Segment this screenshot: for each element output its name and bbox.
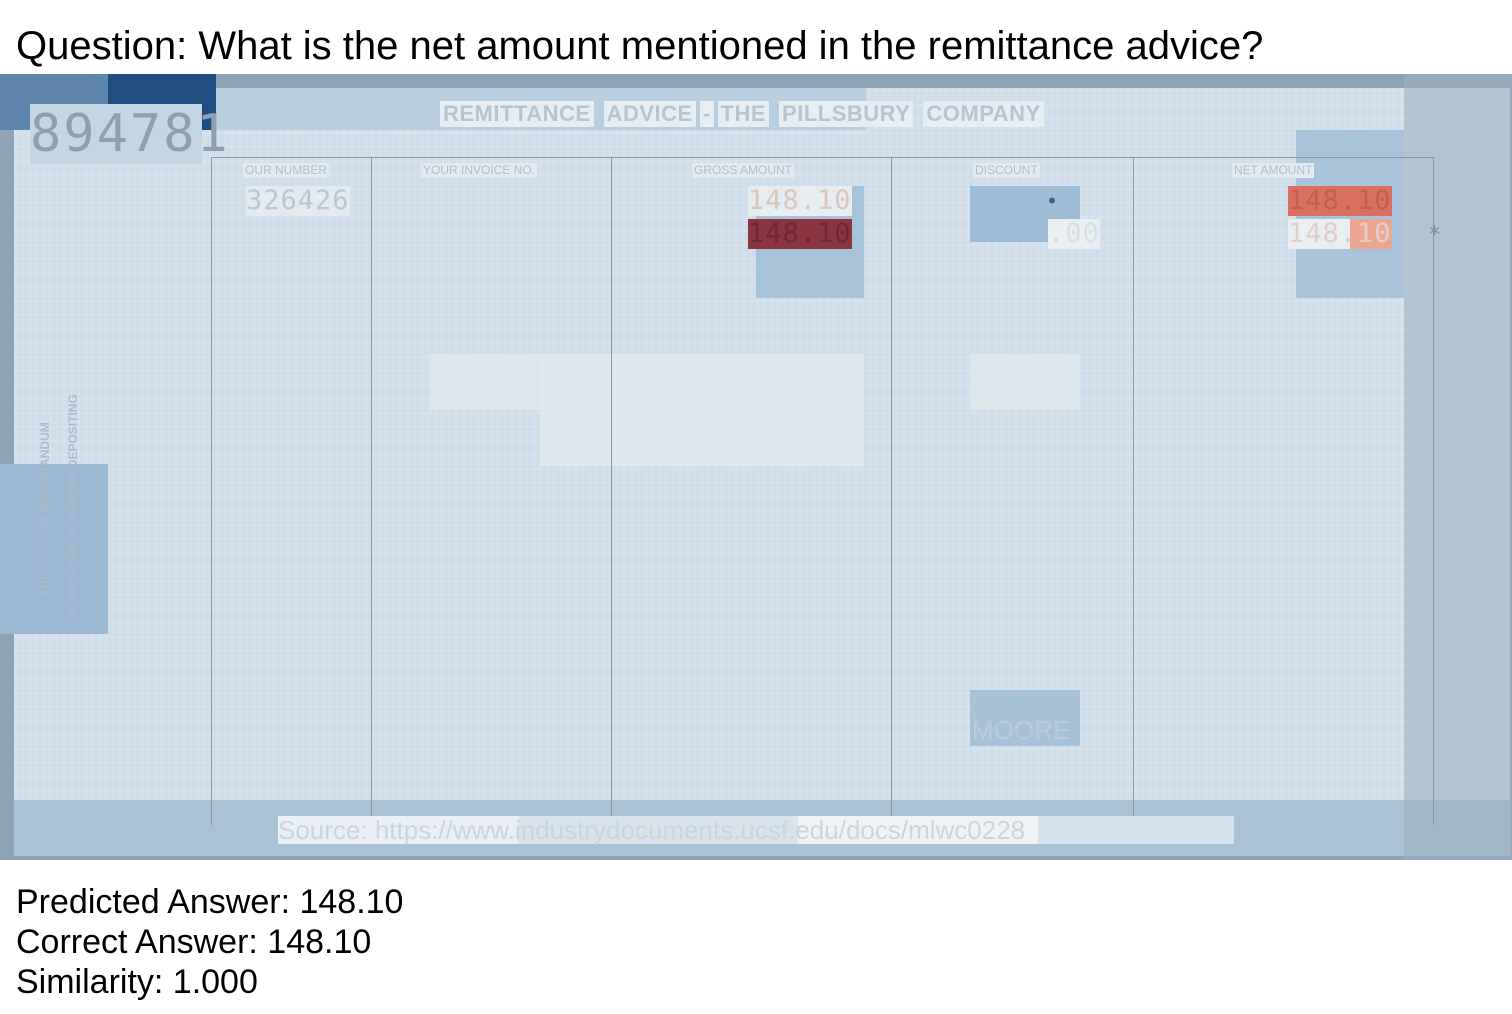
net-amount-total: 148.10	[1288, 218, 1392, 249]
correct-answer: Correct Answer: 148.10	[16, 923, 372, 961]
similarity-score: Similarity: 1.000	[16, 963, 258, 1001]
shade-block	[430, 354, 540, 410]
side-detach-text: DETACH CHECK BEFORE DEPOSITING	[66, 394, 80, 620]
asterisk-mark: *	[1428, 223, 1443, 248]
gross-amount-value: 148.10	[748, 185, 852, 216]
discount-dot: •	[1046, 189, 1060, 213]
column-header-our-number: OUR NUMBER	[243, 163, 330, 178]
source-url: Source: https://www.industrydocuments.uc…	[278, 816, 1234, 844]
title-word: ADVICE	[603, 101, 696, 127]
remittance-title: REMITTANCE ADVICE - THE PILLSBURY COMPANY	[440, 101, 1054, 127]
title-word: THE	[717, 101, 770, 127]
column-header-discount: DISCOUNT	[973, 163, 1040, 178]
column-divider	[371, 157, 372, 825]
right-edge	[1404, 74, 1512, 860]
net-amount-value: 148.10	[1288, 185, 1392, 216]
document-number: 894781	[30, 104, 230, 164]
answers-block: Predicted Answer: 148.10 Correct Answer:…	[16, 882, 403, 1002]
discount-total: .00	[1048, 218, 1100, 249]
shade-block	[970, 690, 1080, 746]
side-memorandum-text: THIS IS YOUR MEMORANDUM	[38, 422, 52, 596]
column-header-invoice: YOUR INVOICE NO.	[421, 163, 538, 178]
shade-block	[540, 354, 864, 466]
question-text: Question: What is the net amount mention…	[16, 24, 1264, 68]
predicted-answer: Predicted Answer: 148.10	[16, 883, 404, 921]
title-word: PILLSBURY	[779, 101, 914, 127]
column-header-net: NET AMOUNT	[1232, 163, 1315, 178]
column-divider	[211, 157, 212, 825]
column-divider	[611, 157, 612, 825]
title-word: COMPANY	[923, 101, 1044, 127]
moore-watermark: MOORE	[972, 715, 1071, 745]
remittance-table	[211, 157, 1434, 826]
title-word: -	[699, 101, 714, 127]
gross-amount-total: 148.10	[748, 218, 852, 249]
shade-block	[0, 464, 108, 634]
column-divider	[1433, 157, 1434, 825]
our-number-value: 326426	[246, 185, 350, 216]
title-word: REMITTANCE	[440, 101, 594, 127]
shade-block	[970, 354, 1080, 410]
column-divider	[891, 157, 892, 825]
column-divider	[1133, 157, 1134, 825]
column-header-gross: GROSS AMOUNT	[692, 163, 795, 178]
